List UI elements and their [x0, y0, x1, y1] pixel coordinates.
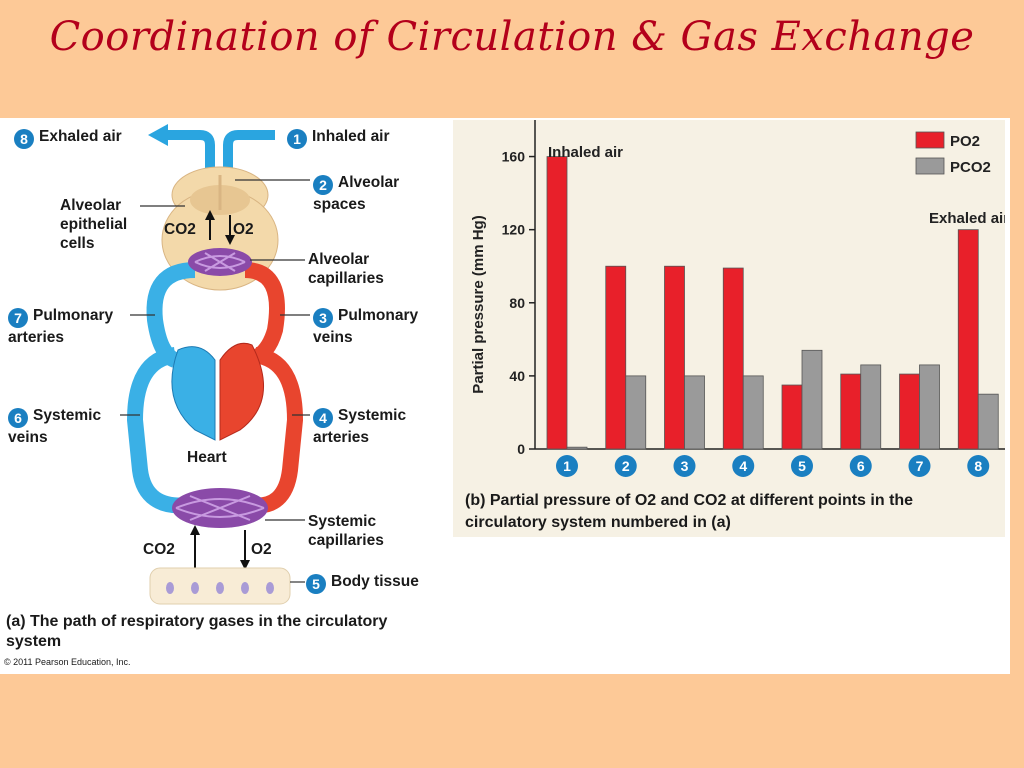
- label-body-tissue: 5 Body tissue: [306, 572, 419, 594]
- label-exhaled-air: 8 Exhaled air: [14, 127, 122, 149]
- category-label: 5: [798, 458, 806, 474]
- label-systemic-arteries: 4 Systemic arteries: [313, 407, 407, 446]
- y-tick-label: 0: [517, 441, 525, 457]
- label-co2-bottom: CO2: [143, 541, 175, 558]
- bar-pco2-5: [801, 349, 823, 450]
- category-badge: [967, 455, 990, 477]
- annotation-exhaled: Exhaled air: [929, 210, 1005, 227]
- caption-a: (a) The path of respiratory gases in the…: [6, 613, 388, 650]
- category-badge: [673, 455, 696, 477]
- category-label: 6: [857, 458, 865, 474]
- y-tick-label: 160: [502, 149, 526, 165]
- step-7-badge: 7: [8, 308, 28, 328]
- step-1-badge: 1: [287, 129, 307, 149]
- bar-pco2-8: [977, 393, 999, 450]
- legend-swatch-pco2: [915, 157, 945, 175]
- y-tick-label: 120: [502, 222, 526, 238]
- caption-b: (b) Partial pressure of O2 and CO2 at di…: [465, 492, 914, 531]
- bar-pco2-3: [684, 375, 705, 450]
- category-badge: [791, 455, 813, 477]
- label-alveolar-epithelial: Alveolar epithelial cells: [60, 197, 128, 252]
- bar-po2-4: [722, 267, 744, 450]
- label-heart: Heart: [187, 449, 227, 466]
- label-systemic-veins: 6 Systemic veins: [8, 407, 102, 446]
- bar-po2-5: [781, 384, 803, 450]
- bar-pco2-7: [919, 364, 940, 450]
- heart-icon: [171, 346, 216, 441]
- label-alveolar-capillaries: Alveolar capillaries: [308, 251, 384, 287]
- label-alveolar-spaces: 2 Alveolar spaces: [313, 174, 400, 213]
- step-5-badge: 5: [306, 574, 326, 594]
- category-badge: [556, 455, 578, 477]
- legend-label-pco2: PCO2: [950, 159, 991, 176]
- label-pulmonary-arteries: 7 Pulmonary arteries: [8, 307, 114, 346]
- bar-po2-6: [840, 373, 862, 450]
- copyright: © 2011 Pearson Education, Inc.: [4, 657, 131, 667]
- category-badge: [849, 455, 872, 477]
- label-o2-top: O2: [233, 221, 254, 238]
- bar-po2-3: [664, 265, 685, 450]
- category-label: 1: [563, 458, 571, 474]
- inhale-arrow-icon: [223, 130, 275, 175]
- category-label: 7: [916, 458, 924, 474]
- category-label: 8: [974, 458, 982, 474]
- label-o2-bottom: O2: [251, 541, 272, 558]
- y-tick-label: 40: [509, 368, 525, 384]
- label-systemic-capillaries: Systemic capillaries: [308, 513, 384, 549]
- step-6-badge: 6: [8, 408, 28, 428]
- label-pulmonary-veins: 3 Pulmonary veins: [313, 307, 419, 346]
- step-4-badge: 4: [313, 408, 333, 428]
- y-axis-label: Partial pressure (mm Hg): [470, 215, 487, 393]
- category-badge: [732, 455, 755, 477]
- exhale-arrow-icon: [165, 130, 215, 175]
- bar-po2-7: [899, 373, 920, 450]
- legend-label-po2: PO2: [950, 133, 980, 150]
- bar-pco2-1: [566, 446, 588, 450]
- bar-pco2-6: [860, 364, 882, 450]
- label-inhaled-air: 1 Inhaled air: [287, 127, 390, 149]
- step-2-badge: 2: [313, 175, 333, 195]
- category-badge: [614, 455, 637, 477]
- circulation-diagram: [120, 124, 310, 605]
- page-title: Coordination of Circulation & Gas Exchan…: [49, 14, 975, 60]
- step-8-badge: 8: [14, 129, 34, 149]
- bar-po2-8: [957, 229, 979, 450]
- step-3-badge: 3: [313, 308, 333, 328]
- category-label: 2: [622, 458, 630, 474]
- bar-pco2-4: [742, 375, 764, 450]
- bar-pco2-2: [625, 375, 647, 450]
- bar-chart: 0 40 80 120 160 Partial pressure (mm Hg) 1 2 3 4 5…: [470, 120, 1005, 477]
- category-label: 3: [681, 458, 689, 474]
- annotation-inhaled: Inhaled air: [548, 144, 623, 161]
- bar-po2-1: [546, 156, 568, 450]
- category-badge: [908, 455, 931, 477]
- bar-po2-2: [605, 265, 627, 450]
- y-tick-label: 80: [509, 295, 525, 311]
- category-label: 4: [739, 458, 747, 474]
- legend-swatch-po2: [915, 131, 945, 149]
- label-co2-top: CO2: [164, 221, 196, 238]
